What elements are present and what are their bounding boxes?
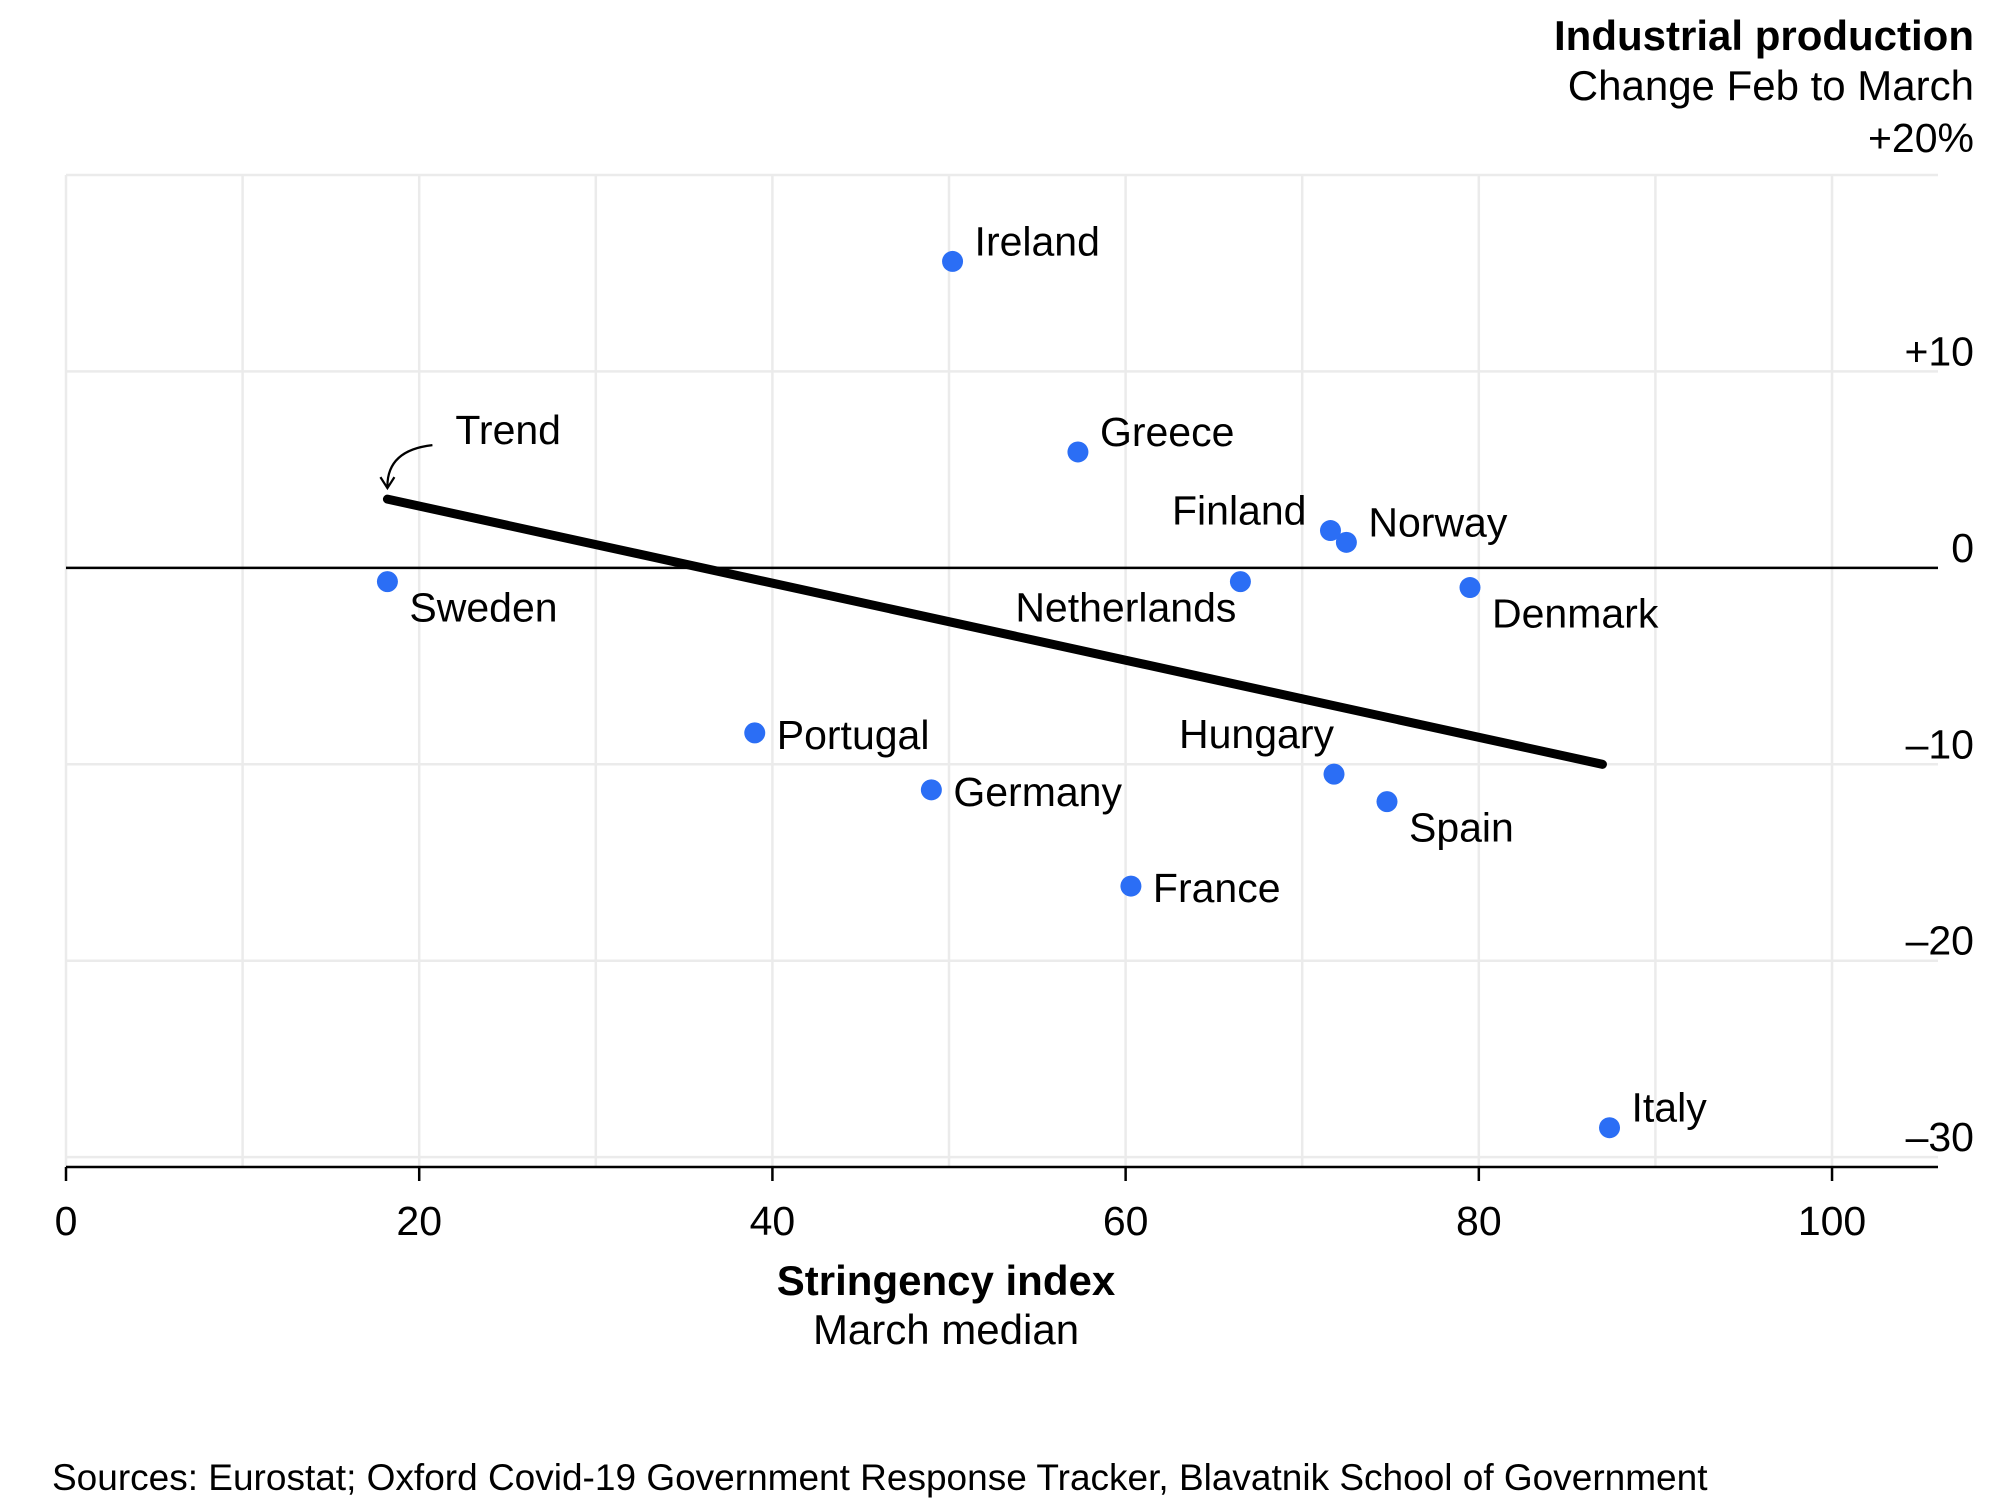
axes: 0 20 40 60 80 100 +20% +10 0 –10 –20 –30: [55, 115, 1974, 1244]
y-tick-label: –10: [1906, 721, 1974, 767]
label-hungary: Hungary: [1179, 711, 1334, 757]
y-axis-subtitle: Change Feb to March: [1568, 62, 1974, 109]
label-portugal: Portugal: [777, 712, 930, 758]
label-denmark: Denmark: [1492, 591, 1659, 637]
label-germany: Germany: [953, 769, 1122, 815]
point-ireland: [942, 250, 964, 272]
point-france: [1120, 875, 1142, 897]
label-france: France: [1153, 865, 1281, 911]
point-denmark: [1459, 577, 1481, 599]
point-italy: [1599, 1117, 1621, 1139]
point-portugal: [744, 722, 766, 744]
x-tick-label: 80: [1456, 1198, 1502, 1244]
point-labels: Ireland Greece Finland Norway Sweden Netherla…: [409, 218, 1707, 1130]
x-tick-label: 100: [1798, 1198, 1866, 1244]
label-greece: Greece: [1100, 409, 1234, 455]
label-finland: Finland: [1172, 488, 1306, 534]
label-norway: Norway: [1368, 499, 1507, 545]
label-netherlands: Netherlands: [1015, 585, 1236, 631]
x-tick-label: 40: [750, 1198, 796, 1244]
point-netherlands: [1229, 571, 1251, 593]
x-tick-label: 60: [1103, 1198, 1149, 1244]
label-spain: Spain: [1409, 805, 1514, 851]
x-tick-label: 0: [55, 1198, 78, 1244]
x-axis-title: Stringency index: [777, 1257, 1116, 1304]
data-points: [376, 250, 1621, 1139]
trend-label: Trend: [455, 407, 561, 453]
trend-line-group: Trend: [379, 407, 1607, 769]
y-tick-label: 0: [1951, 525, 1974, 571]
point-greece: [1067, 441, 1089, 463]
x-axis-subtitle: March median: [813, 1306, 1079, 1353]
trend-arrow: [386, 444, 433, 487]
point-hungary: [1323, 763, 1345, 785]
point-germany: [920, 779, 942, 801]
y-tick-label: +20%: [1868, 115, 1974, 161]
label-italy: Italy: [1632, 1085, 1708, 1131]
trend-line: [382, 494, 1607, 769]
grid: [64, 173, 1938, 1167]
label-sweden: Sweden: [409, 585, 557, 631]
y-tick-label: –30: [1906, 1114, 1974, 1160]
point-norway: [1335, 531, 1357, 553]
source-note: Sources: Eurostat; Oxford Covid-19 Gover…: [52, 1457, 1708, 1498]
trend-arrowhead: [379, 476, 396, 491]
x-tick-label: 20: [396, 1198, 442, 1244]
y-axis-title: Industrial production: [1554, 12, 1974, 59]
point-finland: [1319, 520, 1341, 542]
point-spain: [1376, 791, 1398, 813]
label-ireland: Ireland: [975, 218, 1100, 264]
point-sweden: [376, 571, 398, 593]
y-tick-label: +10: [1904, 328, 1974, 374]
y-tick-label: –20: [1906, 918, 1974, 964]
titles: Industrial production Change Feb to Marc…: [52, 12, 1974, 1498]
